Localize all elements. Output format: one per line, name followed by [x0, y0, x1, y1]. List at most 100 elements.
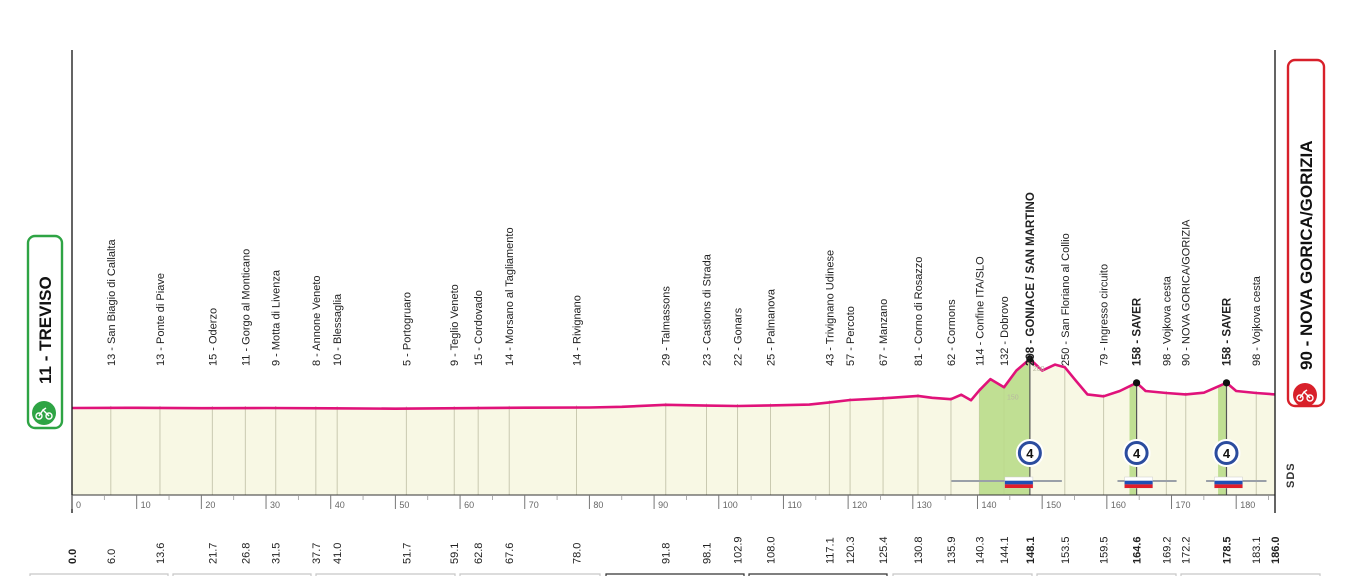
waypoint-km-label: 98.1 [701, 543, 713, 564]
flag-stripe-red [1124, 484, 1153, 488]
waypoint-km-label: 159.5 [1099, 536, 1111, 564]
waypoint-label: 15 - Cordovado [473, 290, 485, 366]
start-km-label: 0.0 [67, 549, 79, 564]
bike-wheel-icon [1296, 394, 1304, 402]
footer-tab [1180, 573, 1321, 576]
profile-line [71, 357, 1276, 411]
x-tick-label: 90 [658, 500, 668, 510]
waypoint-km-label: 117.1 [824, 537, 836, 564]
waypoint-label: 13 - San Biagio di Callalta [106, 239, 118, 366]
waypoint-km-label: 148.1 [1025, 536, 1037, 564]
summit-dot [1026, 355, 1034, 363]
footer-tab [748, 573, 888, 576]
waypoint-label: 67 - Manzano [878, 299, 890, 366]
waypoint-km-label: 41.0 [332, 543, 344, 564]
flag-stripe-blue [1214, 480, 1243, 485]
waypoint-label: 9 - Motta di Livenza [271, 269, 283, 366]
x-tick-label: 120 [852, 500, 867, 510]
waypoint-label: 79 - Ingresso circuito [1099, 264, 1111, 366]
climb-badge-inner [1127, 444, 1146, 462]
bike-frame-icon [38, 407, 50, 417]
x-tick-label: 100 [723, 500, 738, 510]
x-tick-label: 160 [1111, 500, 1126, 510]
climb-badge-inner [1020, 444, 1039, 462]
x-tick-label: 70 [529, 500, 539, 510]
waypoint-km-label: 178.5 [1221, 536, 1233, 564]
flag-stripe-red [1214, 484, 1243, 488]
footer-tab [605, 573, 745, 576]
waypoint-km-label: 183.1 [1251, 536, 1263, 564]
climb-badge-inner [1217, 444, 1236, 462]
waypoint-label: 22 - Gonars [733, 307, 745, 366]
x-tick-label: 110 [787, 500, 801, 510]
waypoint-label: 114 - Confine ITA/SLO [974, 256, 986, 366]
bike-wheel-icon [45, 412, 53, 420]
summit-dot [1222, 379, 1231, 387]
waypoint-km-label: 164.6 [1132, 536, 1144, 564]
climb-category: 4 [1223, 446, 1231, 461]
waypoint-label: 250 - San Floriano al Collio [1060, 233, 1072, 366]
waypoint-label: 298 - GONIACE / SAN MARTINO [1025, 192, 1037, 366]
waypoint-label: 10 - Blessaglia [332, 293, 344, 366]
footer-tab [459, 573, 601, 576]
x-tick-label: 20 [205, 500, 215, 510]
waypoint-km-label: 26.8 [240, 543, 252, 564]
bike-wheel-icon [35, 412, 43, 420]
flag-stripe-blue [1124, 480, 1153, 485]
start-box [26, 234, 64, 430]
waypoint-label: 9 - Teglio Veneto [449, 284, 461, 366]
x-tick-label: 10 [141, 500, 151, 510]
waypoint-km-label: 102.9 [733, 536, 745, 564]
flag-stripe-red [1004, 484, 1033, 488]
profile-area [72, 359, 1275, 495]
sprint-mark-label: 200 [1033, 366, 1045, 373]
finish-km-label: 186.0 [1270, 536, 1282, 564]
x-tick-label: 170 [1176, 500, 1191, 510]
waypoint-label: 11 - Gorgo al Monticano [240, 249, 252, 366]
waypoint-km-label: 59.1 [449, 543, 461, 564]
waypoint-label: 13 - Ponte di Piave [155, 273, 167, 366]
x-tick-label: 40 [335, 500, 345, 510]
climb-area [1218, 382, 1227, 495]
waypoint-km-label: 169.2 [1161, 536, 1173, 564]
waypoint-km-label: 37.7 [311, 543, 323, 564]
waypoint-km-label: 91.8 [661, 543, 673, 564]
waypoint-km-label: 135.9 [946, 536, 958, 564]
waypoint-label: 132 - Dobrovo [999, 296, 1011, 366]
footer-tab [1036, 573, 1177, 576]
climb-category: 4 [1026, 446, 1034, 461]
x-tick-label: 180 [1240, 500, 1255, 510]
waypoint-km-label: 172.2 [1181, 536, 1193, 564]
waypoint-label: 57 - Percoto [845, 306, 857, 366]
sprint-mark-label: 150 [1007, 394, 1019, 401]
waypoint-km-label: 153.5 [1060, 536, 1072, 564]
waypoint-km-label: 51.7 [401, 543, 413, 564]
x-tick-label: 140 [981, 500, 996, 510]
finish-bike-icon [1293, 383, 1317, 407]
waypoint-label: 158 - SAVER [1132, 297, 1144, 366]
waypoint-km-label: 108.0 [766, 536, 778, 564]
x-tick-label: 0 [76, 500, 81, 510]
x-tick-label: 30 [270, 500, 280, 510]
waypoint-km-label: 13.6 [155, 543, 167, 564]
footer-tab [172, 573, 312, 576]
x-tick-label: 80 [593, 500, 603, 510]
waypoint-label: 62 - Cormons [946, 299, 958, 366]
climb-category: 4 [1133, 446, 1141, 461]
waypoint-label: 15 - Oderzo [207, 308, 219, 366]
climb-area [979, 359, 1030, 495]
waypoint-label: 43 - Trivignano Udinese [824, 250, 836, 366]
waypoint-km-label: 140.3 [974, 536, 986, 564]
flag-stripe-blue [1004, 480, 1033, 485]
waypoint-km-label: 6.0 [106, 549, 118, 564]
x-tick-label: 60 [464, 500, 474, 510]
waypoint-label: 98 - Vojkova cesta [1251, 275, 1263, 366]
start-label: 11 - TREVISO [36, 276, 55, 384]
x-tick-label: 50 [399, 500, 409, 510]
waypoint-label: 14 - Morsano al Tagliamento [504, 227, 516, 366]
bike-wheel-icon [1306, 394, 1314, 402]
waypoint-label: 29 - Talmassons [661, 286, 673, 366]
waypoint-label: 8 - Annone Veneto [311, 275, 323, 366]
footer-tab [892, 573, 1033, 576]
